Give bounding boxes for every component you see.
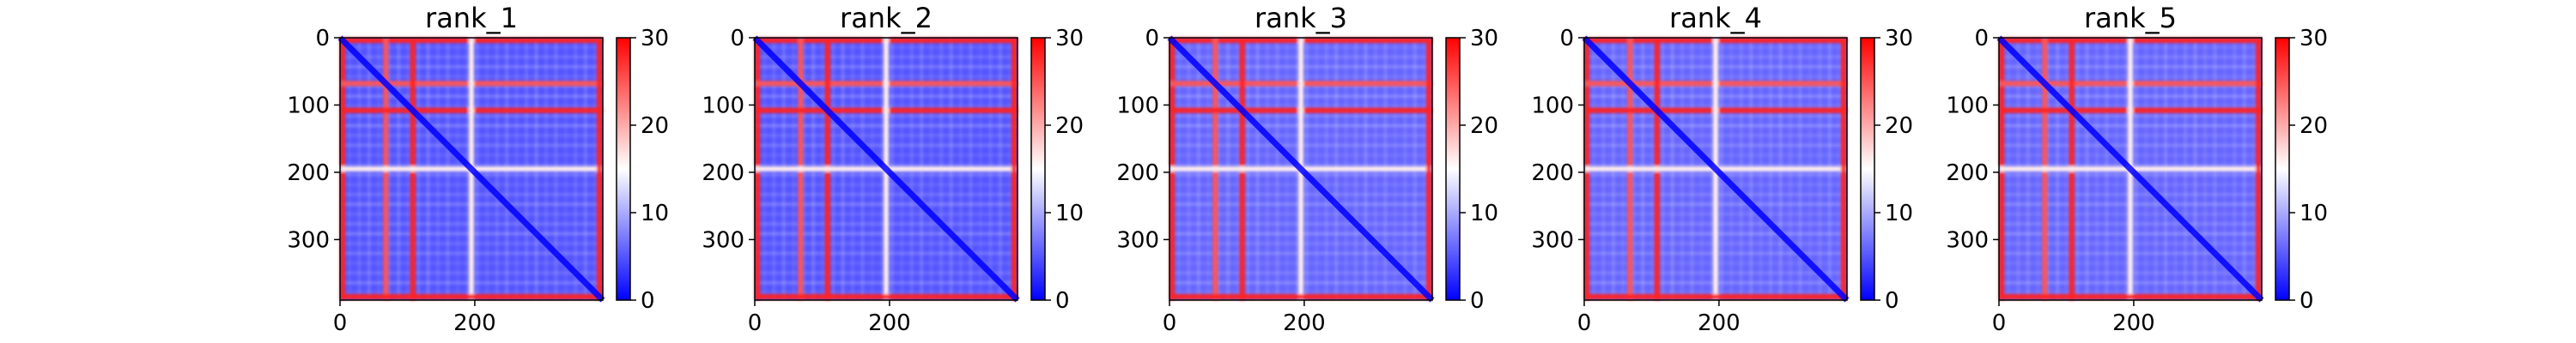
panel-title: rank_2 — [840, 2, 933, 34]
x-tick-label: 200 — [1698, 310, 1741, 336]
heatmap-frame — [754, 37, 1018, 301]
band-col — [2256, 38, 2262, 300]
heatmap-diagonal — [1996, 35, 2264, 303]
heatmap-panel: rank_1 0 100 200 300 0 200 0 10 20 30 — [287, 2, 669, 336]
colorbar-tick-label: 0 — [641, 288, 655, 314]
band-row — [1584, 294, 1847, 300]
heatmap-cells — [752, 35, 1020, 303]
x-tick-label: 0 — [1577, 310, 1592, 336]
heatmap-frame — [1998, 37, 2263, 301]
colorbar-tick-label: 0 — [1470, 288, 1485, 314]
heatmap-panel: rank_4 0 100 200 300 0 200 0 10 20 30 — [1531, 2, 1913, 336]
colorbar-tick-label: 0 — [1055, 288, 1070, 314]
x-tick-label: 200 — [1283, 310, 1326, 336]
colorbar-tick-label: 10 — [641, 201, 669, 226]
colorbar — [617, 38, 630, 300]
band-col — [597, 38, 603, 300]
colorbar-tick-label: 10 — [2300, 201, 2328, 226]
band-col — [1426, 38, 1432, 300]
y-tick-label: 0 — [315, 26, 330, 51]
y-tick-label: 300 — [1531, 227, 1574, 253]
colorbar-tick-label: 30 — [641, 26, 669, 51]
y-tick-label: 100 — [1116, 93, 1159, 118]
heatmap-cells — [1996, 35, 2264, 303]
band-col — [1841, 38, 1847, 300]
colorbar-tick-label: 30 — [1470, 26, 1498, 51]
x-tick-label: 0 — [1163, 310, 1177, 336]
colorbar — [1861, 38, 1874, 300]
colorbar-tick-label: 20 — [1470, 113, 1498, 139]
y-tick-label: 100 — [287, 93, 330, 118]
heatmap-frame — [1583, 37, 1848, 301]
heatmap-panel: rank_3 0 100 200 300 0 200 0 10 20 30 — [1116, 2, 1498, 336]
colorbar-tick-label: 10 — [1885, 201, 1913, 226]
heatmap-frame — [1169, 37, 1433, 301]
band-row — [1170, 294, 1432, 300]
heatmap-diagonal — [1167, 35, 1435, 303]
y-tick-label: 300 — [1946, 227, 1989, 253]
colorbar-tick-label: 30 — [2300, 26, 2328, 51]
colorbar-tick-label: 20 — [1055, 113, 1084, 139]
colorbar-tick-label: 10 — [1470, 201, 1498, 226]
y-tick-label: 0 — [1974, 26, 1989, 51]
x-tick-label: 200 — [453, 310, 496, 336]
colorbar-frame — [1445, 37, 1461, 301]
y-tick-label: 200 — [287, 160, 330, 186]
colorbar-tick-label: 30 — [1885, 26, 1913, 51]
colorbar-tick-label: 20 — [641, 113, 669, 139]
colorbar-frame — [616, 37, 631, 301]
x-tick-label: 0 — [333, 310, 348, 336]
colorbar-tick-label: 10 — [1055, 201, 1084, 226]
y-tick-label: 100 — [1946, 93, 1989, 118]
colorbar-frame — [1030, 37, 1046, 301]
y-tick-label: 200 — [702, 160, 744, 186]
heatmap-cells — [1582, 35, 1850, 303]
band-row — [755, 294, 1018, 300]
y-tick-label: 200 — [1116, 160, 1159, 186]
y-tick-label: 300 — [702, 227, 744, 253]
heatmap-panel: rank_2 0 100 200 300 0 200 0 10 20 30 — [702, 2, 1084, 336]
x-tick-label: 0 — [748, 310, 762, 336]
colorbar — [1031, 38, 1045, 300]
colorbar — [1446, 38, 1460, 300]
colorbar-tick-label: 0 — [1885, 288, 1899, 314]
panel-title: rank_1 — [425, 2, 518, 34]
heatmap-diagonal — [752, 35, 1020, 303]
colorbar-tick-label: 0 — [2300, 288, 2314, 314]
panel-title: rank_5 — [2084, 2, 2177, 34]
colorbar-frame — [1860, 37, 1875, 301]
heatmap-frame — [339, 37, 604, 301]
y-tick-label: 100 — [702, 93, 744, 118]
x-tick-label: 200 — [2112, 310, 2155, 336]
y-tick-label: 200 — [1946, 160, 1989, 186]
band-row — [1999, 294, 2262, 300]
panel-title: rank_3 — [1255, 2, 1347, 34]
y-tick-label: 200 — [1531, 160, 1574, 186]
x-tick-label: 200 — [868, 310, 911, 336]
y-tick-label: 300 — [287, 227, 330, 253]
colorbar-tick-label: 20 — [2300, 113, 2328, 139]
heatmap-panel: rank_5 0 100 200 300 0 200 0 10 20 30 — [1946, 2, 2328, 336]
heatmap-cells — [337, 35, 605, 303]
colorbar-frame — [2275, 37, 2290, 301]
x-tick-label: 0 — [1992, 310, 2007, 336]
band-col — [1012, 38, 1018, 300]
colorbar — [2275, 38, 2289, 300]
y-tick-label: 100 — [1531, 93, 1574, 118]
band-row — [340, 294, 603, 300]
y-tick-label: 300 — [1116, 227, 1159, 253]
heatmap-diagonal — [337, 35, 605, 303]
y-tick-label: 0 — [730, 26, 744, 51]
heatmap-diagonal — [1582, 35, 1850, 303]
colorbar-tick-label: 30 — [1055, 26, 1084, 51]
y-tick-label: 0 — [1559, 26, 1574, 51]
colorbar-tick-label: 20 — [1885, 113, 1913, 139]
heatmap-cells — [1167, 35, 1435, 303]
panel-title: rank_4 — [1669, 2, 1762, 34]
y-tick-label: 0 — [1145, 26, 1159, 51]
